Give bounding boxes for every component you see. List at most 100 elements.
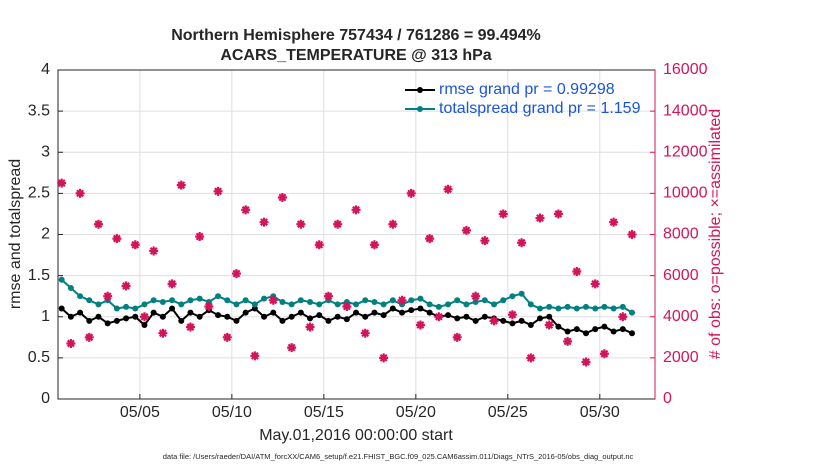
y2-tick-label: 10000 bbox=[663, 185, 708, 202]
series-marker bbox=[445, 312, 452, 319]
series-marker bbox=[509, 293, 516, 300]
obs-marker bbox=[213, 186, 223, 196]
obs-marker bbox=[342, 301, 352, 311]
series-marker bbox=[555, 305, 562, 312]
series-marker bbox=[279, 317, 286, 324]
y-axis-label: rmse and totalspread bbox=[7, 159, 24, 309]
obs-marker bbox=[498, 209, 508, 219]
obs-marker bbox=[388, 219, 398, 229]
obs-marker bbox=[480, 236, 490, 246]
series-marker bbox=[537, 315, 544, 322]
series-marker bbox=[500, 317, 507, 324]
series-marker bbox=[527, 301, 534, 308]
series-marker bbox=[113, 317, 120, 324]
obs-marker bbox=[526, 353, 536, 363]
legend-label: totalspread grand pr = 1.159 bbox=[439, 100, 641, 117]
series-marker bbox=[307, 298, 314, 305]
x-tick-label: 05/15 bbox=[304, 404, 344, 421]
legend-swatch bbox=[417, 106, 423, 112]
obs-marker bbox=[360, 328, 370, 338]
series-marker bbox=[242, 309, 249, 316]
x-tick-label: 05/10 bbox=[212, 404, 252, 421]
series-marker bbox=[261, 313, 268, 320]
series-marker bbox=[445, 301, 452, 308]
series-marker bbox=[362, 313, 369, 320]
obs-marker bbox=[277, 192, 287, 202]
series-marker bbox=[58, 276, 65, 283]
y2-tick-label: 14000 bbox=[663, 102, 708, 119]
obs-marker bbox=[434, 312, 444, 322]
obs-marker bbox=[139, 312, 149, 322]
legend-swatch bbox=[417, 87, 423, 93]
y-tick-label: 3.5 bbox=[28, 102, 50, 119]
series-marker bbox=[629, 309, 636, 316]
series-marker bbox=[408, 297, 415, 304]
y2-tick-label: 4000 bbox=[663, 308, 699, 325]
obs-marker bbox=[443, 184, 453, 194]
series-marker bbox=[297, 309, 304, 316]
series-marker bbox=[215, 312, 222, 319]
obs-marker bbox=[75, 188, 85, 198]
series-marker bbox=[104, 320, 111, 327]
obs-marker bbox=[305, 322, 315, 332]
series-marker bbox=[389, 305, 396, 312]
series-marker bbox=[261, 295, 268, 302]
y2-tick-label: 0 bbox=[663, 390, 672, 407]
y-tick-label: 0.5 bbox=[28, 349, 50, 366]
series-marker bbox=[297, 297, 304, 304]
series-marker bbox=[592, 305, 599, 312]
series-marker bbox=[196, 295, 203, 302]
obs-marker bbox=[415, 320, 425, 330]
obs-marker bbox=[618, 312, 628, 322]
series-marker bbox=[472, 317, 479, 324]
series-marker bbox=[601, 303, 608, 310]
series-marker bbox=[224, 313, 231, 320]
obs-marker bbox=[572, 267, 582, 277]
obs-marker bbox=[130, 240, 140, 250]
series-marker bbox=[334, 313, 341, 320]
series-marker bbox=[178, 301, 185, 308]
series-marker bbox=[472, 298, 479, 305]
obs-marker bbox=[581, 357, 591, 367]
series-marker bbox=[270, 309, 277, 316]
series-marker bbox=[408, 307, 415, 314]
series-marker bbox=[417, 295, 424, 302]
y2-tick-label: 2000 bbox=[663, 349, 699, 366]
series-marker bbox=[555, 323, 562, 330]
y2-tick-label: 6000 bbox=[663, 267, 699, 284]
x-axis-label: May.01,2016 00:00:00 start bbox=[259, 427, 453, 444]
obs-marker bbox=[369, 240, 379, 250]
legend-label: rmse grand pr = 0.99298 bbox=[439, 81, 615, 98]
y-tick-label: 1.5 bbox=[28, 267, 50, 284]
obs-marker bbox=[507, 310, 517, 320]
series-marker bbox=[564, 303, 571, 310]
series-marker bbox=[537, 305, 544, 312]
obs-marker bbox=[241, 205, 251, 215]
series-marker bbox=[573, 305, 580, 312]
series-marker bbox=[288, 301, 295, 308]
series-marker bbox=[334, 301, 341, 308]
obs-marker bbox=[121, 281, 131, 291]
series-marker bbox=[573, 326, 580, 333]
obs-marker bbox=[627, 230, 637, 239]
series-marker bbox=[629, 330, 636, 337]
series-marker bbox=[316, 312, 323, 319]
series-marker bbox=[371, 298, 378, 305]
x-tick-label: 05/25 bbox=[488, 404, 528, 421]
series-marker bbox=[500, 297, 507, 304]
series-marker bbox=[123, 315, 130, 322]
series-marker bbox=[150, 309, 157, 316]
obs-marker bbox=[158, 328, 168, 338]
series-marker bbox=[481, 313, 488, 320]
obs-marker bbox=[471, 291, 481, 301]
series-marker bbox=[353, 301, 360, 308]
series-marker bbox=[454, 315, 461, 322]
series-marker bbox=[279, 298, 286, 305]
series-marker bbox=[527, 321, 534, 328]
obs-marker bbox=[590, 279, 600, 289]
series-marker bbox=[435, 303, 442, 310]
series-marker bbox=[169, 297, 176, 304]
x-tick-label: 05/30 bbox=[580, 404, 620, 421]
series-marker bbox=[178, 317, 185, 324]
obs-marker bbox=[287, 343, 297, 353]
